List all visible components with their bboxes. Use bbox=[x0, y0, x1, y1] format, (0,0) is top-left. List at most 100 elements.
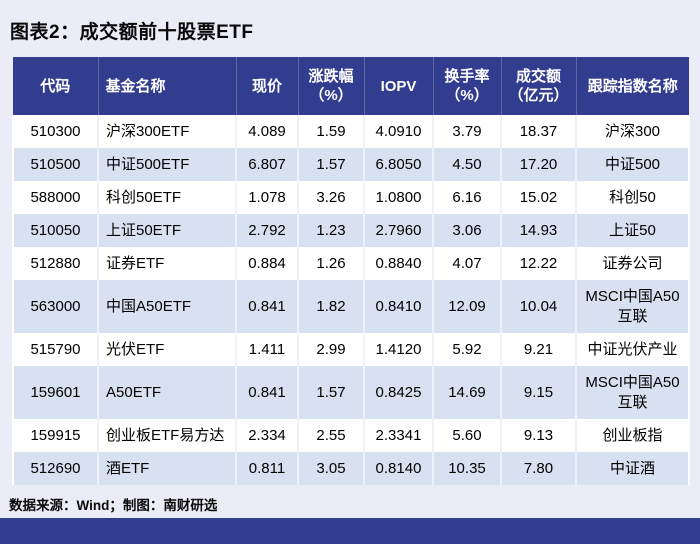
table-cell: 512690 bbox=[12, 452, 99, 485]
table-cell: 中国A50ETF bbox=[98, 280, 237, 333]
table-cell: 15.02 bbox=[501, 181, 577, 214]
table-cell: 创业板指 bbox=[576, 419, 690, 452]
table-cell: 7.80 bbox=[501, 452, 577, 485]
table-cell: 515790 bbox=[12, 333, 99, 366]
table-cell: 0.811 bbox=[236, 452, 299, 485]
table-cell: 上证50ETF bbox=[98, 214, 237, 247]
table-cell: 12.22 bbox=[501, 247, 577, 280]
table-cell: 159601 bbox=[12, 366, 99, 419]
table-cell: 5.92 bbox=[433, 333, 502, 366]
table-cell: 证券ETF bbox=[98, 247, 237, 280]
table-cell: MSCI中国A50互联 bbox=[576, 366, 690, 419]
table-cell: 中证500 bbox=[576, 148, 690, 181]
table-cell: 0.8140 bbox=[364, 452, 434, 485]
table-cell: 中证500ETF bbox=[98, 148, 237, 181]
table-cell: 17.20 bbox=[501, 148, 577, 181]
table-row: 159601 A50ETF 0.841 1.57 0.8425 14.69 9.15 MSCI… bbox=[12, 366, 690, 419]
table-cell: 沪深300 bbox=[576, 115, 690, 148]
table-row: 512690 酒ETF 0.811 3.05 0.8140 10.35 7.80 中证酒 bbox=[12, 452, 690, 485]
table-cell: 588000 bbox=[12, 181, 99, 214]
table-cell: 科创50ETF bbox=[98, 181, 237, 214]
table-cell: 沪深300ETF bbox=[98, 115, 237, 148]
table-cell: 4.089 bbox=[236, 115, 299, 148]
table-cell: 2.3341 bbox=[364, 419, 434, 452]
table-cell: 1.26 bbox=[298, 247, 365, 280]
table-cell: 1.4120 bbox=[364, 333, 434, 366]
table-cell: 3.06 bbox=[433, 214, 502, 247]
table-row: 563000 中国A50ETF 0.841 1.82 0.8410 12.09 10.04 M… bbox=[12, 280, 690, 333]
column-header: 换手率 （%） bbox=[433, 57, 502, 115]
table-header: 代码 基金名称 现价 涨跌幅 （%） IOPV 换手率 （%） 成交额 （亿元） 跟踪指数名称 bbox=[13, 57, 689, 115]
column-header: 成交额 （亿元） bbox=[501, 57, 577, 115]
table-cell: 14.93 bbox=[501, 214, 577, 247]
table-cell: 证券公司 bbox=[576, 247, 690, 280]
table-cell: 510300 bbox=[12, 115, 99, 148]
table-row: 159915 创业板ETF易方达 2.334 2.55 2.3341 5.60 9.13 创业… bbox=[12, 419, 690, 452]
page-title: 图表2：成交额前十股票ETF bbox=[10, 22, 254, 43]
table-cell: 4.07 bbox=[433, 247, 502, 280]
table-body: 510300 沪深300ETF 4.089 1.59 4.0910 3.79 18.37 沪深… bbox=[12, 115, 690, 485]
bottom-accent-bar bbox=[0, 518, 700, 544]
table-cell: 5.60 bbox=[433, 419, 502, 452]
table-row: 588000 科创50ETF 1.078 3.26 1.0800 6.16 15.02 科创5… bbox=[12, 181, 690, 214]
table-cell: 6.16 bbox=[433, 181, 502, 214]
table-cell: 0.884 bbox=[236, 247, 299, 280]
table-cell: 6.807 bbox=[236, 148, 299, 181]
table-cell: 1.59 bbox=[298, 115, 365, 148]
table-cell: 14.69 bbox=[433, 366, 502, 419]
table-cell: 0.8410 bbox=[364, 280, 434, 333]
table-cell: 2.7960 bbox=[364, 214, 434, 247]
table-cell: 3.79 bbox=[433, 115, 502, 148]
table-cell: 2.334 bbox=[236, 419, 299, 452]
table-cell: 中证酒 bbox=[576, 452, 690, 485]
table-cell: 0.841 bbox=[236, 366, 299, 419]
table-row: 510050 上证50ETF 2.792 1.23 2.7960 3.06 14.93 上证5… bbox=[12, 214, 690, 247]
table-cell: A50ETF bbox=[98, 366, 237, 419]
table-cell: 12.09 bbox=[433, 280, 502, 333]
table-cell: 10.04 bbox=[501, 280, 577, 333]
column-header: IOPV bbox=[364, 57, 434, 115]
table-cell: 酒ETF bbox=[98, 452, 237, 485]
table-row: 510500 中证500ETF 6.807 1.57 6.8050 4.50 17.20 中证… bbox=[12, 148, 690, 181]
column-header: 跟踪指数名称 bbox=[576, 57, 689, 115]
table-cell: 0.8840 bbox=[364, 247, 434, 280]
column-header: 涨跌幅 （%） bbox=[298, 57, 365, 115]
etf-table: 代码 基金名称 现价 涨跌幅 （%） IOPV 换手率 （%） 成交额 （亿元） 跟踪指数名称… bbox=[12, 57, 690, 485]
table-cell: 563000 bbox=[12, 280, 99, 333]
table-cell: 4.50 bbox=[433, 148, 502, 181]
table-cell: 159915 bbox=[12, 419, 99, 452]
table-cell: 2.99 bbox=[298, 333, 365, 366]
table-cell: 3.26 bbox=[298, 181, 365, 214]
table-row: 515790 光伏ETF 1.411 2.99 1.4120 5.92 9.21 中证光伏产业 bbox=[12, 333, 690, 366]
table-cell: 512880 bbox=[12, 247, 99, 280]
table-cell: 4.0910 bbox=[364, 115, 434, 148]
table-cell: 1.0800 bbox=[364, 181, 434, 214]
table-cell: 9.21 bbox=[501, 333, 577, 366]
table-cell: 1.411 bbox=[236, 333, 299, 366]
table-cell: 2.55 bbox=[298, 419, 365, 452]
table-cell: 科创50 bbox=[576, 181, 690, 214]
table-cell: 9.13 bbox=[501, 419, 577, 452]
table-cell: 1.82 bbox=[298, 280, 365, 333]
table-cell: MSCI中国A50互联 bbox=[576, 280, 690, 333]
table-cell: 中证光伏产业 bbox=[576, 333, 690, 366]
column-header: 现价 bbox=[236, 57, 299, 115]
source-note: 数据来源：Wind；制图：南财研选 bbox=[9, 498, 218, 513]
table-cell: 1.078 bbox=[236, 181, 299, 214]
table-row: 512880 证券ETF 0.884 1.26 0.8840 4.07 12.22 证券公司 bbox=[12, 247, 690, 280]
table-cell: 18.37 bbox=[501, 115, 577, 148]
table-cell: 0.8425 bbox=[364, 366, 434, 419]
table-cell: 0.841 bbox=[236, 280, 299, 333]
header-row: 代码 基金名称 现价 涨跌幅 （%） IOPV 换手率 （%） 成交额 （亿元） 跟踪指数名称 bbox=[13, 57, 689, 115]
table-cell: 创业板ETF易方达 bbox=[98, 419, 237, 452]
column-header: 代码 bbox=[13, 57, 99, 115]
table-cell: 6.8050 bbox=[364, 148, 434, 181]
table-cell: 9.15 bbox=[501, 366, 577, 419]
table-cell: 上证50 bbox=[576, 214, 690, 247]
table-cell: 3.05 bbox=[298, 452, 365, 485]
table-cell: 1.23 bbox=[298, 214, 365, 247]
table-cell: 光伏ETF bbox=[98, 333, 237, 366]
table-cell: 10.35 bbox=[433, 452, 502, 485]
column-header: 基金名称 bbox=[98, 57, 237, 115]
